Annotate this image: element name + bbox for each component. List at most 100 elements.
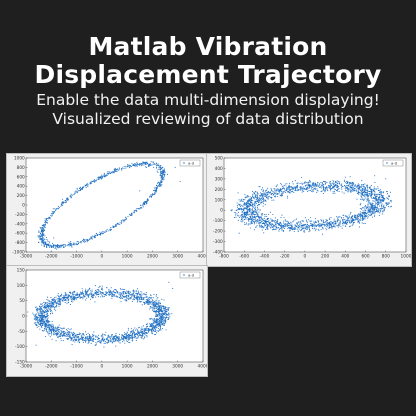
data-point xyxy=(386,191,388,193)
data-point xyxy=(351,190,353,192)
data-point xyxy=(341,183,343,185)
data-point xyxy=(132,289,135,291)
data-point xyxy=(108,334,110,336)
data-point xyxy=(131,335,133,337)
data-point xyxy=(81,188,83,190)
data-point xyxy=(145,201,147,203)
data-point xyxy=(306,181,308,184)
scatter-series xyxy=(230,175,392,235)
data-point xyxy=(378,210,380,212)
data-point xyxy=(133,333,136,335)
data-point xyxy=(36,318,38,320)
data-point xyxy=(326,220,328,222)
data-point xyxy=(39,324,41,326)
data-point xyxy=(46,243,48,245)
data-point xyxy=(293,228,295,231)
data-point xyxy=(336,224,338,227)
data-point xyxy=(368,211,370,213)
data-point xyxy=(312,226,314,228)
data-point xyxy=(347,218,349,220)
data-point xyxy=(128,341,130,344)
data-point xyxy=(260,217,262,219)
data-point xyxy=(118,169,120,171)
data-point xyxy=(82,292,84,294)
data-point xyxy=(133,211,135,213)
data-point xyxy=(41,238,43,240)
data-point xyxy=(39,328,41,330)
data-point xyxy=(265,200,267,202)
y-tick-label: -50 xyxy=(18,329,25,335)
data-point xyxy=(47,320,49,322)
data-point xyxy=(69,292,72,294)
data-point xyxy=(251,219,253,221)
data-point xyxy=(289,225,291,227)
data-point xyxy=(359,219,361,221)
data-point xyxy=(314,183,316,185)
data-point xyxy=(332,226,334,228)
data-point xyxy=(251,214,253,216)
data-point xyxy=(382,199,384,201)
data-point xyxy=(109,337,112,339)
data-point xyxy=(50,212,52,215)
data-point xyxy=(332,184,334,186)
data-point xyxy=(381,203,383,205)
data-point xyxy=(358,215,361,217)
data-point xyxy=(46,324,48,326)
data-point xyxy=(280,216,282,219)
data-point xyxy=(366,215,368,217)
data-point xyxy=(150,307,152,309)
data-point xyxy=(51,311,53,313)
data-point xyxy=(152,330,154,332)
data-point xyxy=(47,317,49,319)
data-point xyxy=(67,297,69,299)
data-point xyxy=(88,341,90,343)
data-point xyxy=(108,171,110,173)
data-point xyxy=(51,329,53,331)
data-point xyxy=(158,312,160,314)
data-point xyxy=(58,331,60,333)
data-point xyxy=(281,186,283,188)
data-point xyxy=(142,293,144,295)
data-point xyxy=(360,208,362,210)
data-point xyxy=(371,191,373,193)
data-point xyxy=(256,192,258,194)
data-point xyxy=(262,189,264,191)
data-point xyxy=(342,218,344,221)
data-point xyxy=(50,304,52,306)
data-point xyxy=(369,206,371,208)
data-point xyxy=(364,197,366,199)
data-point xyxy=(44,326,46,328)
data-point xyxy=(89,237,91,239)
data-point xyxy=(135,165,137,167)
y-tick-label: 0 xyxy=(22,203,25,209)
data-point xyxy=(364,206,366,208)
data-point xyxy=(333,226,335,228)
data-point xyxy=(309,224,312,227)
data-point xyxy=(269,225,271,227)
data-point xyxy=(367,198,369,200)
data-point xyxy=(318,230,320,232)
data-point xyxy=(379,207,382,210)
data-point xyxy=(322,219,324,221)
data-point xyxy=(362,207,364,209)
data-point xyxy=(54,326,57,328)
data-point xyxy=(163,179,165,181)
data-point xyxy=(237,211,239,213)
data-point xyxy=(333,182,335,184)
data-point xyxy=(41,312,43,314)
data-point xyxy=(312,191,314,193)
data-point xyxy=(101,233,103,235)
data-point xyxy=(123,166,125,168)
data-point xyxy=(279,189,281,191)
data-point xyxy=(236,204,238,206)
data-point xyxy=(93,178,95,180)
data-point xyxy=(147,325,149,327)
legend-marker xyxy=(386,162,388,164)
data-point xyxy=(377,201,380,203)
data-point xyxy=(83,185,85,187)
data-point xyxy=(349,176,351,178)
data-point xyxy=(309,186,311,188)
data-point xyxy=(90,292,92,294)
data-point xyxy=(335,220,337,222)
data-point xyxy=(313,221,315,223)
